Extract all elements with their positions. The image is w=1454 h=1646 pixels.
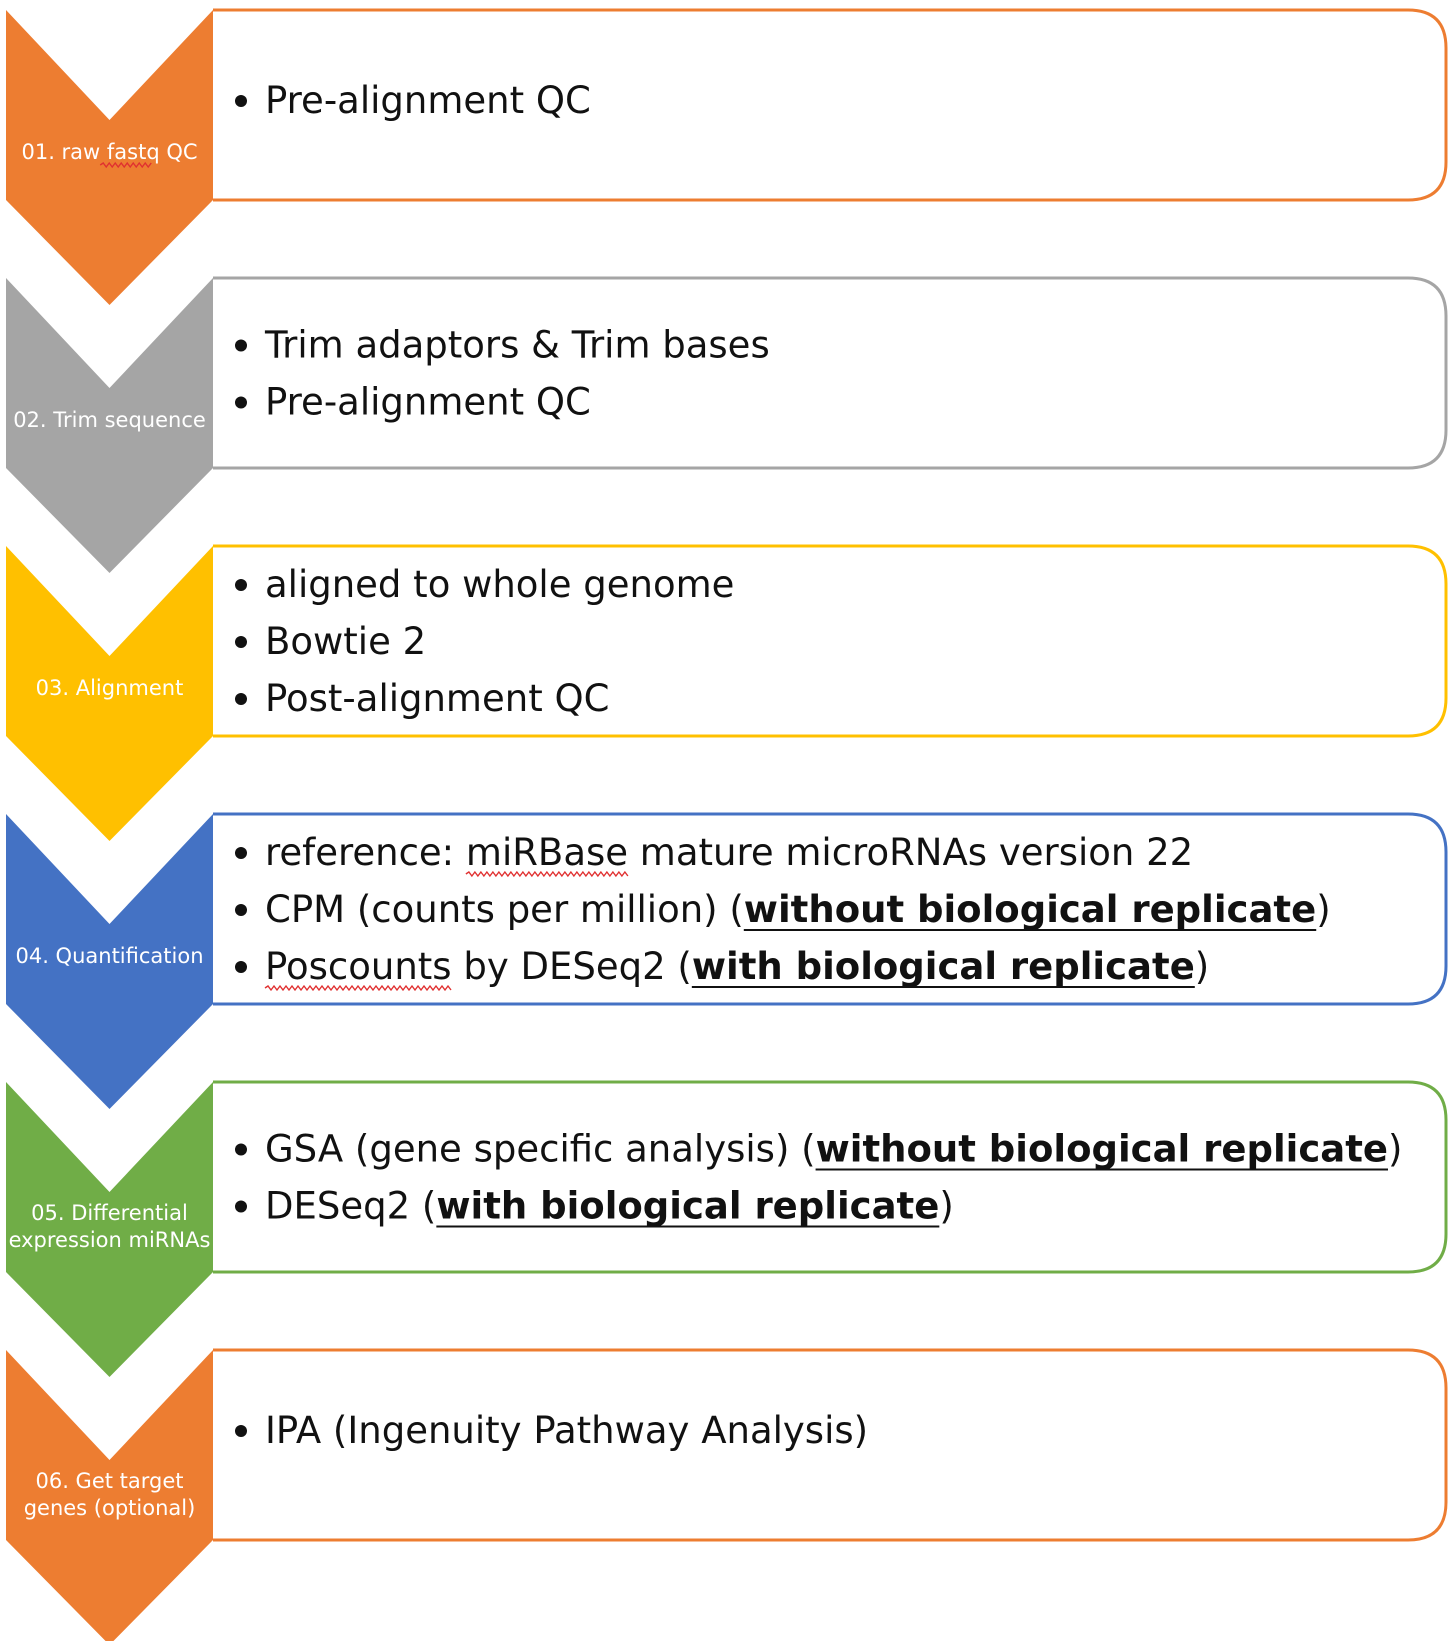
bullet-dot bbox=[235, 693, 247, 705]
bullet-text: Bowtie 2 bbox=[265, 620, 426, 663]
bullet-dot bbox=[235, 847, 247, 859]
bullet-dot bbox=[235, 904, 247, 916]
step-label: 05. Differential bbox=[31, 1201, 188, 1225]
text-run: Bowtie 2 bbox=[265, 620, 426, 663]
step-label: 01. raw fastq QC bbox=[21, 140, 197, 164]
step-chevron bbox=[6, 10, 213, 305]
bullet-text: Pre-alignment QC bbox=[265, 381, 591, 424]
bullet-dot bbox=[235, 579, 247, 591]
text-run: Trim adaptors & Trim bases bbox=[264, 324, 770, 367]
bullet-dot bbox=[235, 396, 247, 409]
step-chevron bbox=[6, 1350, 213, 1645]
step-5: 05. Differential expression miRNAs GSA (ge… bbox=[6, 1080, 1448, 1377]
step-label: 06. Get target bbox=[35, 1469, 183, 1493]
step-box bbox=[213, 1080, 1448, 1274]
text-run: Post-alignment QC bbox=[265, 677, 609, 720]
step-4: 04. Quantification reference: miRBase mat… bbox=[6, 812, 1448, 1109]
bullet-dot bbox=[235, 95, 247, 107]
text-run: reference: miRBase mature microRNAs vers… bbox=[265, 831, 1193, 874]
bullet-text: CPM (counts per million) (without biolog… bbox=[265, 888, 1331, 931]
bullet-text: DESeq2 (with biological replicate) bbox=[265, 1185, 954, 1228]
text-run: Poscounts by DESeq2 ( bbox=[265, 945, 692, 988]
text-run: IPA (Ingenuity Pathway Analysis) bbox=[265, 1409, 868, 1452]
step-label: 03. Alignment bbox=[36, 676, 184, 700]
bullet-text: reference: miRBase mature microRNAs vers… bbox=[265, 831, 1193, 874]
step-label: genes (optional) bbox=[24, 1496, 196, 1520]
step-box bbox=[213, 1348, 1448, 1542]
bold-run: without biological replicate bbox=[744, 888, 1316, 931]
bullet-dot bbox=[235, 1200, 247, 1213]
bold-run: with biological replicate bbox=[436, 1185, 939, 1228]
step-6: 06. Get target genes (optional) IPA (Ingen… bbox=[6, 1348, 1448, 1645]
step-chevron bbox=[6, 814, 213, 1109]
bullet-text: aligned to whole genome bbox=[265, 563, 734, 606]
text-run: ) bbox=[1388, 1128, 1402, 1171]
text-run: GSA (gene specific analysis) ( bbox=[265, 1128, 816, 1171]
text-run: CPM (counts per million) ( bbox=[265, 888, 744, 931]
bullet-text: Post-alignment QC bbox=[265, 677, 609, 720]
bullet-text: Poscounts by DESeq2 (with biological rep… bbox=[265, 945, 1209, 988]
step-box bbox=[213, 812, 1448, 1006]
text-run: ) bbox=[1195, 945, 1209, 988]
step-box bbox=[213, 276, 1448, 470]
bold-run: without biological replicate bbox=[816, 1128, 1388, 1171]
bullet-dot bbox=[235, 1143, 247, 1156]
bullet-dot bbox=[235, 961, 247, 973]
text-run: Pre-alignment QC bbox=[265, 381, 591, 424]
text-run: DESeq2 ( bbox=[265, 1185, 436, 1228]
step-box bbox=[213, 544, 1448, 738]
bullet-text: Trim adaptors & Trim bases bbox=[264, 324, 770, 367]
text-run: Pre-alignment QC bbox=[265, 79, 591, 122]
step-label: 02. Trim sequence bbox=[13, 408, 206, 432]
bullet-dot bbox=[235, 339, 247, 352]
bullet-dot bbox=[235, 636, 247, 648]
text-run: ) bbox=[939, 1185, 953, 1228]
bullet-text: GSA (gene specific analysis) (without bi… bbox=[265, 1128, 1402, 1171]
bullet-text: IPA (Ingenuity Pathway Analysis) bbox=[265, 1409, 868, 1452]
step-chevron bbox=[6, 278, 213, 573]
bold-run: with biological replicate bbox=[692, 945, 1195, 988]
step-chevron bbox=[6, 1082, 213, 1377]
text-run: ) bbox=[1316, 888, 1330, 931]
step-chevron bbox=[6, 546, 213, 841]
step-3: 03. Alignment aligned to whole genome Bowt… bbox=[6, 544, 1448, 841]
step-label: expression miRNAs bbox=[9, 1228, 211, 1252]
text-run: aligned to whole genome bbox=[265, 563, 734, 606]
step-label: 04. Quantification bbox=[15, 944, 203, 968]
bullet-dot bbox=[235, 1425, 247, 1437]
step-2: 02. Trim sequence Trim adaptors & Trim ba… bbox=[6, 276, 1448, 573]
step-1: 01. raw fastq QC Pre-alignment QC bbox=[6, 8, 1448, 305]
step-box bbox=[213, 8, 1448, 202]
bullet-text: Pre-alignment QC bbox=[265, 79, 591, 122]
